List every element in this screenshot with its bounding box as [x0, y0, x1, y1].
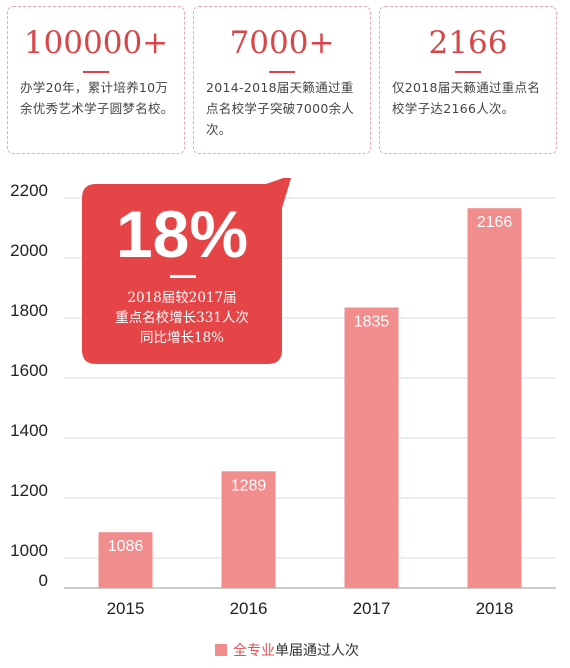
callout-percent: 18% [115, 197, 249, 271]
legend-label: 单届通过人次 [275, 643, 359, 659]
bar-value-label: 1086 [108, 538, 144, 555]
x-tick-label: 2018 [476, 599, 514, 618]
y-tick-label: 2000 [10, 241, 48, 260]
legend-highlight: 全专业 [233, 643, 275, 659]
y-tick-label: 1600 [10, 361, 48, 380]
callout-divider [170, 275, 196, 278]
legend-swatch [215, 644, 227, 656]
stat-card-1: 100000+ 办学20年，累计培养10万余优秀艺术学子圆梦名校。 [7, 6, 185, 154]
bar-chart: 0 1000 1200 1400 1600 1800 2000 2200 1086 1289 18… [10, 178, 556, 618]
bar-value-label: 2166 [477, 214, 513, 231]
stat-value: 100000+ [23, 25, 169, 61]
stat-description: 2014-2018届天籁通过重点名校学子突破7000余人次。 [206, 80, 355, 137]
y-tick-label: 2200 [10, 181, 48, 200]
y-axis-ticks: 0 1000 1200 1400 1600 1800 2000 2200 [10, 181, 48, 590]
y-tick-label: 1400 [10, 421, 48, 440]
callout-line-3: 同比增长18% [139, 330, 224, 346]
y-tick-label: 1200 [10, 481, 48, 500]
x-axis-labels: 2015 2016 2017 2018 [107, 599, 514, 618]
callout-line-2: 重点名校增长331人次 [115, 310, 249, 326]
x-tick-label: 2017 [353, 599, 391, 618]
stat-value: 7000+ [229, 25, 335, 61]
stat-description: 办学20年，累计培养10万余优秀艺术学子圆梦名校。 [20, 80, 174, 116]
callout-bubble [82, 178, 292, 364]
x-tick-label: 2016 [230, 599, 268, 618]
bars: 1086 1289 1835 2166 [98, 208, 522, 588]
bar [344, 307, 399, 588]
bar-value-label: 1289 [231, 477, 267, 494]
stat-description: 仅2018届天籁通过重点名校学子达2166人次。 [392, 80, 541, 116]
callout-line-1: 2018届较2017届 [127, 290, 237, 306]
stat-card-3: 2166 仅2018届天籁通过重点名校学子达2166人次。 [379, 6, 557, 154]
y-tick-label: 1000 [10, 541, 48, 560]
chart-legend: 全专业单届通过人次 [215, 641, 359, 661]
stat-value: 2166 [428, 25, 508, 61]
x-tick-label: 2015 [107, 599, 145, 618]
bar [221, 471, 276, 588]
bar [98, 532, 153, 588]
y-tick-label: 1800 [10, 301, 48, 320]
stat-divider [269, 71, 295, 73]
bar-value-label: 1835 [354, 314, 390, 331]
stat-divider [83, 71, 109, 73]
y-tick-label: 0 [39, 571, 48, 590]
stat-divider [455, 71, 481, 73]
bar [467, 208, 522, 588]
stat-card-2: 7000+ 2014-2018届天籁通过重点名校学子突破7000余人次。 [193, 6, 371, 154]
